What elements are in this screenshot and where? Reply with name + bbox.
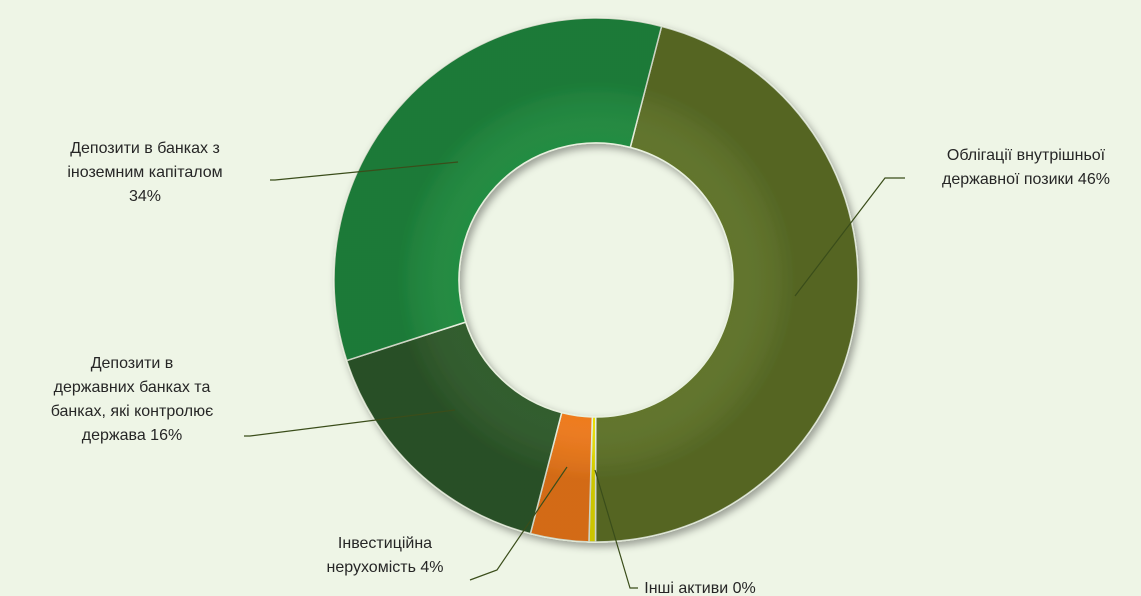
leader-line-4 bbox=[270, 161, 459, 181]
slice-label-3: Депозити в державних банках та банках, які… bbox=[51, 355, 214, 444]
leader-line-2 bbox=[469, 466, 568, 581]
slice-label-2-line-1: нерухомість 4% bbox=[327, 559, 444, 576]
slice-label-3-line-2: банках, які контролює bbox=[51, 403, 214, 420]
leader-line-3 bbox=[244, 409, 456, 437]
leader-lines-group bbox=[244, 161, 905, 589]
slice-label-2-line-0: Інвестиційна bbox=[338, 535, 432, 552]
slice-label-3-line-0: Депозити в bbox=[91, 355, 174, 372]
slice-label-3-line-1: державних банках та bbox=[54, 379, 211, 396]
slice-label-2: Інвестиційна нерухомість 4% bbox=[327, 535, 444, 576]
ring-shading bbox=[334, 18, 858, 542]
slice-label-1-line-0: Інші активи 0% bbox=[644, 580, 755, 596]
slice-label-4-line-2: 34% bbox=[129, 188, 161, 205]
slices-group bbox=[333, 17, 859, 543]
slice-label-4: Депозити в банках з іноземним капіталом 34… bbox=[67, 140, 222, 205]
slice-label-0-line-1: державної позики 46% bbox=[942, 171, 1110, 188]
slice-label-4-line-0: Депозити в банках з bbox=[70, 140, 220, 157]
slice-label-0: Облігації внутрішньої державної позики 46… bbox=[942, 147, 1110, 188]
labels-group: Облігації внутрішньої державної позики 46… bbox=[51, 140, 1110, 596]
leader-line-1 bbox=[594, 469, 638, 589]
slice-label-4-line-1: іноземним капіталом bbox=[67, 164, 222, 181]
leader-line-0 bbox=[794, 177, 905, 297]
slice-label-3-line-3: держава 16% bbox=[82, 427, 182, 444]
slice-label-1: Інші активи 0% bbox=[644, 580, 755, 596]
slice-label-0-line-0: Облігації внутрішньої bbox=[947, 147, 1106, 164]
